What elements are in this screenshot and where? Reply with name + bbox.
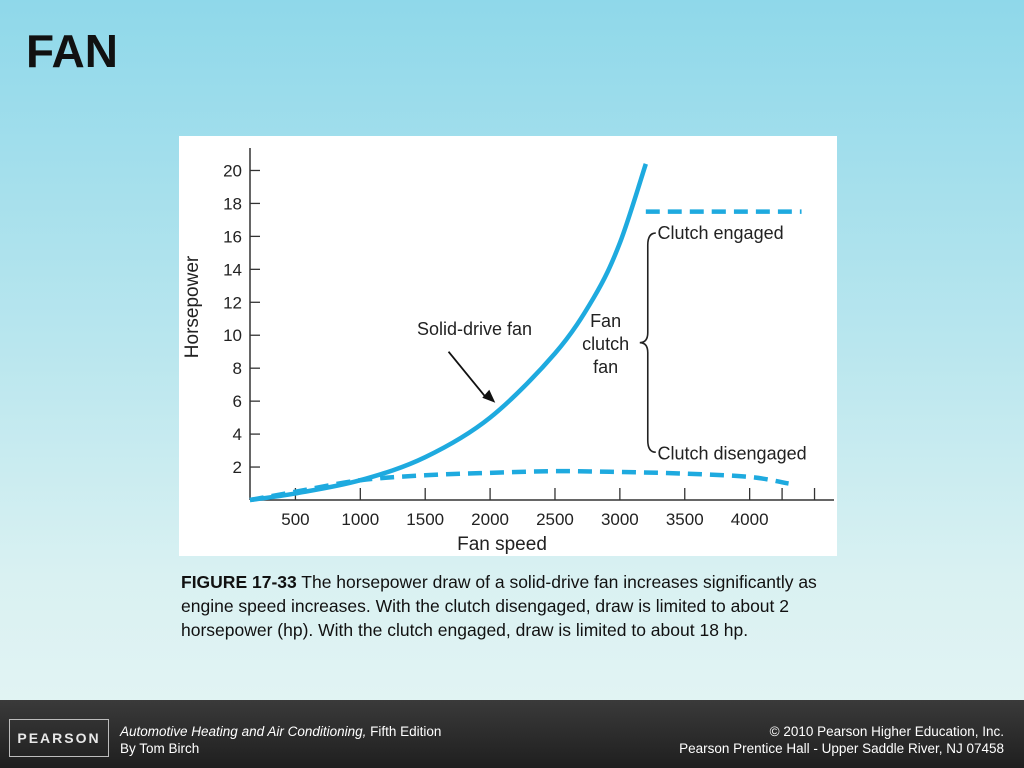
x-tick-label-4000: 4000: [731, 510, 769, 529]
y-axis-label: Horsepower: [182, 255, 203, 358]
y-tick-label-20: 20: [223, 161, 242, 180]
book-edition: Fifth Edition: [366, 724, 442, 739]
x-tick-label-3000: 3000: [601, 510, 639, 529]
copyright-line-2: Pearson Prentice Hall - Upper Saddle Riv…: [679, 741, 1004, 756]
caption-text: The horsepower draw of a solid-drive fan…: [181, 572, 817, 640]
slide-title: FAN: [26, 25, 118, 77]
annotation-clutch-engaged: Clutch engaged: [658, 223, 784, 243]
copyright-info: © 2010 Pearson Higher Education, Inc. Pe…: [679, 723, 1004, 757]
x-tick-label-2500: 2500: [536, 510, 574, 529]
annotation-solid-drive-fan: Solid-drive fan: [417, 319, 532, 339]
y-tick-label-8: 8: [233, 359, 242, 378]
figure-label: FIGURE 17-33: [181, 572, 297, 592]
book-title: Automotive Heating and Air Conditioning,: [120, 724, 367, 739]
chart-figure: 2 4 6 8 10 12 14 16 18 20 500 1000 1500 2000 2500 3000 3…: [179, 136, 837, 556]
annotation-arrow-line: [447, 351, 486, 397]
book-author: By Tom Birch: [120, 741, 200, 756]
y-tick-label-18: 18: [223, 194, 242, 213]
x-tick-label-3500: 3500: [666, 510, 704, 529]
series-line-clutch-disengaged: [249, 468, 789, 503]
y-tick-label-6: 6: [233, 392, 242, 411]
annotation-fan-clutch-fan-1: Fan: [590, 311, 621, 331]
y-tick-label-4: 4: [233, 425, 242, 444]
figure-caption: FIGURE 17-33 The horsepower draw of a so…: [181, 570, 821, 642]
y-tick-label-2: 2: [233, 458, 242, 477]
pearson-logo: PEARSON: [9, 719, 109, 757]
annotation-fan-clutch-fan-3: fan: [593, 357, 618, 377]
y-tick-label-14: 14: [223, 260, 242, 279]
book-info: Automotive Heating and Air Conditioning,…: [120, 723, 441, 757]
x-tick-label-2000: 2000: [471, 510, 509, 529]
x-tick-label-500: 500: [281, 510, 309, 529]
annotation-brace: [639, 232, 656, 454]
copyright-line-1: © 2010 Pearson Higher Education, Inc.: [769, 724, 1004, 739]
footer-bar: PEARSON Automotive Heating and Air Condi…: [0, 700, 1024, 768]
annotation-fan-clutch-fan-2: clutch: [582, 334, 629, 354]
y-tick-label-16: 16: [223, 227, 242, 246]
annotation-arrow-head: [482, 389, 496, 403]
x-axis-label: Fan speed: [457, 534, 547, 555]
y-tick-label-10: 10: [223, 326, 242, 345]
x-tick-label-1500: 1500: [406, 510, 444, 529]
annotation-clutch-disengaged: Clutch disengaged: [658, 444, 807, 464]
fan-horsepower-chart: 2 4 6 8 10 12 14 16 18 20 500 1000 1500 2000 2500 3000 3…: [182, 148, 834, 555]
y-tick-label-12: 12: [223, 293, 242, 312]
x-tick-label-1000: 1000: [341, 510, 379, 529]
